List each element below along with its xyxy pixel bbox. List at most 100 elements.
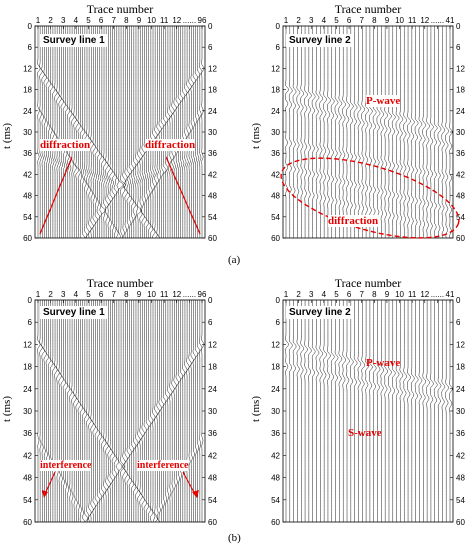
y-tick-label: 30 <box>456 407 465 416</box>
trace <box>372 300 377 522</box>
x-tick-label: 4 <box>74 16 79 25</box>
trace <box>380 26 385 238</box>
x-tick-label: 4 <box>74 290 79 299</box>
trace <box>407 300 411 522</box>
trace <box>292 300 297 522</box>
x-tick-label: 12 <box>172 290 181 299</box>
trace <box>327 26 331 238</box>
panel-label-a2: Survey line 2 <box>286 34 354 47</box>
y-tick-label: 36 <box>271 149 280 158</box>
y-tick-label: 24 <box>456 107 465 116</box>
y-tick-label: 0 <box>456 22 461 31</box>
seismic-traces-a1 <box>37 26 205 239</box>
trace <box>422 300 427 522</box>
trace <box>124 300 128 522</box>
trace <box>73 26 77 238</box>
y-tick-label: 6 <box>208 318 213 327</box>
trace <box>71 300 75 522</box>
trace <box>130 300 135 522</box>
trace <box>350 300 354 522</box>
trace <box>137 300 141 522</box>
y-tick-label: 30 <box>271 407 280 416</box>
y-tick-label: 18 <box>208 363 217 372</box>
trace <box>199 26 203 238</box>
trace <box>399 26 404 238</box>
x-tick-label: 1 <box>284 290 289 299</box>
trace <box>39 300 43 522</box>
trace <box>338 300 343 522</box>
trace <box>361 26 366 238</box>
y-tick-label: 48 <box>456 474 465 483</box>
trace <box>165 26 169 239</box>
y-tick-label: 30 <box>271 128 280 137</box>
y-tick-label: 12 <box>23 340 32 349</box>
y-tick-label: 36 <box>23 149 32 158</box>
trace <box>179 300 184 522</box>
trace <box>122 300 126 522</box>
trace <box>342 26 346 238</box>
trace <box>411 300 415 522</box>
trace <box>154 26 158 239</box>
trace <box>90 300 94 523</box>
trace <box>75 300 79 523</box>
trace <box>353 26 358 238</box>
y-tick-label: 36 <box>271 429 280 438</box>
y-tick-label: 18 <box>23 86 32 95</box>
y-tick-label: 36 <box>208 429 217 438</box>
trace <box>395 300 400 522</box>
trace <box>319 26 324 238</box>
trace <box>148 26 152 239</box>
trace <box>109 26 113 238</box>
trace <box>77 26 81 239</box>
x-tick-label: 41 <box>446 290 455 299</box>
plot-frame-a1 <box>34 25 206 239</box>
y-tick-label: 0 <box>208 296 213 305</box>
y-tick-label: 42 <box>23 170 32 179</box>
trace <box>167 26 171 238</box>
trace <box>116 26 120 239</box>
x-tick-label: 4 <box>322 16 327 25</box>
trace <box>414 300 419 522</box>
trace <box>184 26 188 238</box>
trace <box>103 26 107 238</box>
trace <box>388 300 392 522</box>
y-tick-label: 42 <box>271 451 280 460</box>
x-tick-label: 6 <box>347 16 352 25</box>
y-tick-label: 18 <box>456 86 465 95</box>
trace <box>319 300 324 522</box>
trace <box>158 300 162 523</box>
trace <box>388 26 392 238</box>
y-tick-label: 12 <box>208 340 217 349</box>
y-tick-label: 0 <box>276 296 281 305</box>
trace <box>315 26 320 238</box>
x-tick-label: 3 <box>61 16 66 25</box>
trace <box>118 300 123 522</box>
y-tick-label: 18 <box>456 363 465 372</box>
y-tick-label: 6 <box>28 318 33 327</box>
trace <box>47 26 52 238</box>
seismic-traces-a2 <box>285 26 453 239</box>
trace <box>338 26 343 238</box>
trace <box>139 26 143 238</box>
y-tick-label: 6 <box>208 43 213 52</box>
trace <box>79 26 84 239</box>
trace <box>82 26 86 239</box>
trace <box>384 300 388 522</box>
trace <box>56 300 60 522</box>
trace <box>64 300 69 522</box>
annotation-p-wave-a2: P-wave <box>366 95 401 107</box>
trace <box>58 300 62 522</box>
trace <box>94 300 98 522</box>
trace <box>188 26 192 238</box>
trace <box>73 300 77 522</box>
x-tick-label: 3 <box>309 16 314 25</box>
x-tick-label: 8 <box>124 290 129 299</box>
y-tick-label: 42 <box>456 170 465 179</box>
trace <box>158 26 162 239</box>
trace <box>194 300 198 522</box>
annotation-s-wave-b2: S-wave <box>348 427 382 439</box>
trace <box>184 300 188 522</box>
y-tick-label: 36 <box>456 429 465 438</box>
trace <box>399 300 404 522</box>
trace <box>132 26 137 238</box>
